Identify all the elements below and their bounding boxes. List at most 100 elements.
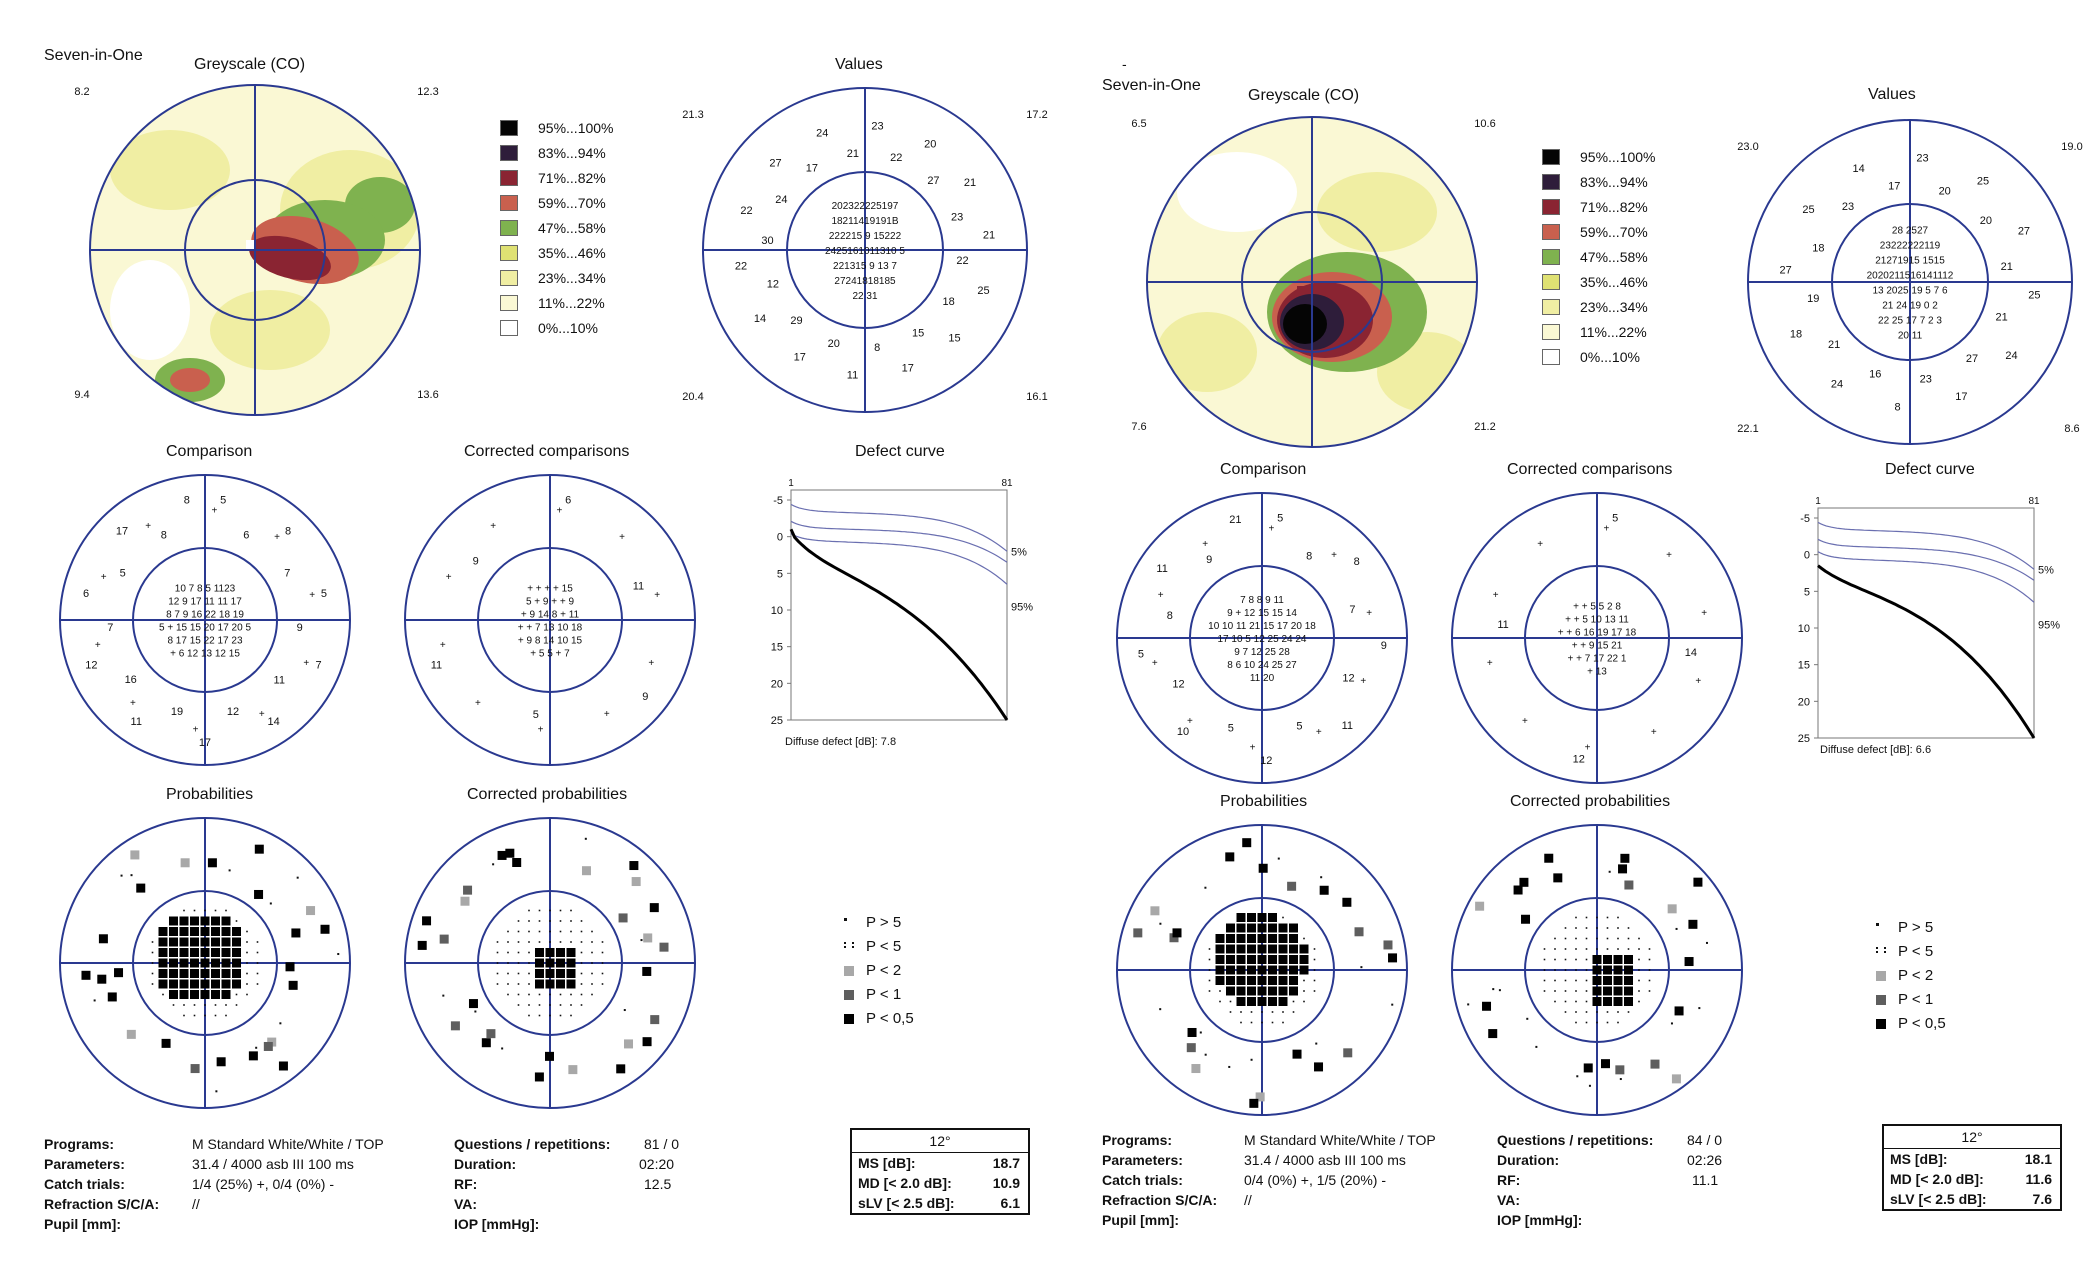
prob-mark-p5 xyxy=(591,962,593,964)
prob-mark-p5 xyxy=(538,930,541,933)
value-row: 13 2025 19 5 7 6 xyxy=(1872,286,1948,297)
iop-label: IOP [mmHg]: xyxy=(1497,1212,1583,1228)
prob-mark-p5 xyxy=(591,993,593,996)
comparison-point: 12 xyxy=(1573,754,1585,766)
prob-mark-p5 xyxy=(496,972,499,975)
prob-mark-p1 xyxy=(650,1015,660,1025)
legend-label: 59%...70% xyxy=(1580,224,1648,240)
prob-mark-p5 xyxy=(580,941,583,943)
prob-mark-p05 xyxy=(1289,955,1298,964)
prob-mark-p05 xyxy=(1257,955,1267,964)
comparison-row: 7 8 8 9 11 xyxy=(1240,595,1284,606)
prob-mark-p05 xyxy=(556,958,565,968)
prob-mark-p5 xyxy=(1554,979,1556,982)
prob-mark-p05 xyxy=(190,979,199,989)
ms-value: 18.1 xyxy=(2024,1151,2052,1167)
prob-mark-p2 xyxy=(624,1039,634,1049)
greyscale-region xyxy=(110,130,230,210)
prob-mark-p05 xyxy=(1247,976,1256,985)
prob-mark-p5 xyxy=(225,1014,227,1017)
plus-mark: + xyxy=(475,698,481,709)
value-point: 20 xyxy=(924,138,936,150)
prob-mark-p05 xyxy=(200,979,210,989)
comparison-row: + + 5 10 13 11 xyxy=(1565,615,1629,626)
prob-mark-p05 xyxy=(1278,976,1288,985)
prob-mark-p1 xyxy=(263,1041,273,1051)
value-row: 2020211516141112 xyxy=(1867,271,1954,282)
y-tick-label: 20 xyxy=(1798,696,1810,708)
prob-mark-p05 xyxy=(200,969,210,978)
plus-mark: + xyxy=(1701,608,1707,619)
prob-mark-p05 xyxy=(190,927,199,936)
prob-mark-p5 xyxy=(1617,927,1619,929)
prob-mark-p5 xyxy=(1596,916,1598,919)
rf-value: 11.1 xyxy=(1692,1172,1719,1188)
test-parameters: Programs: M Standard White/White / TOP Que… xyxy=(1102,1130,1802,1230)
prob-mark-p5 xyxy=(517,972,520,975)
prob-mark-p5 xyxy=(1698,1007,1701,1010)
prob-mark-p5 xyxy=(580,930,583,933)
plus-mark: + xyxy=(193,725,199,736)
y-tick-label: 10 xyxy=(1798,623,1810,635)
prob-mark-p5 xyxy=(1606,937,1609,940)
prob-mark-p5 xyxy=(1313,990,1316,992)
prob-mark-p5 xyxy=(1638,990,1640,992)
greyscale-region xyxy=(210,290,330,370)
prob-mark-p05 xyxy=(1600,1059,1610,1069)
prob-mark-p05 xyxy=(179,958,189,968)
prob-mark-p05 xyxy=(1278,997,1288,1006)
prob-mark-p5 xyxy=(584,837,587,840)
value-point: 23 xyxy=(951,212,963,224)
prob-mark-p05 xyxy=(1247,923,1256,933)
prob-mark-p5 xyxy=(151,951,154,954)
prob-mark-p05 xyxy=(179,990,189,999)
prob-mark-p5 xyxy=(1303,1000,1305,1003)
prob-mark-p05 xyxy=(200,990,210,999)
value-point: 21 xyxy=(2001,261,2013,273)
value-point: 17 xyxy=(1888,180,1900,192)
probability-legend-label: P < 1 xyxy=(866,986,902,1003)
prob-mark-p05 xyxy=(512,857,522,867)
prob-mark-p5 xyxy=(151,962,154,964)
prob-mark-p05 xyxy=(1268,944,1277,954)
prob-mark-p05 xyxy=(1613,965,1623,975)
prob-mark-p5 xyxy=(559,993,562,996)
prob-mark-p5 xyxy=(1535,1045,1538,1048)
plus-mark: + xyxy=(440,640,446,651)
prob-mark-p5 xyxy=(1261,1021,1263,1024)
prob-mark-p5 xyxy=(1271,1021,1274,1024)
prob-mark-p05 xyxy=(179,948,189,957)
diffuse-defect-label: Diffuse defect [dB]: 6.6 xyxy=(1820,744,1932,756)
prob-mark-p5 xyxy=(517,983,520,985)
prob-mark-p05 xyxy=(1319,885,1329,895)
legend-swatch xyxy=(500,170,518,186)
prob-mark-p5 xyxy=(1543,979,1546,982)
value-point: 21 xyxy=(1996,312,2008,324)
prob-mark-p5 xyxy=(528,993,530,996)
prob-mark-p2 xyxy=(460,896,470,906)
prob-mark-p05 xyxy=(535,948,544,957)
plus-mark: + xyxy=(1366,608,1372,619)
prob-mark-p05 xyxy=(566,948,576,957)
prob-mark-p05 xyxy=(1613,955,1623,964)
value-point: 17 xyxy=(806,163,818,175)
prob-mark-p2 xyxy=(1191,1064,1201,1074)
prob-mark-p05 xyxy=(1247,986,1256,996)
prob-mark-p5 xyxy=(172,1004,175,1006)
values-title: Values xyxy=(835,56,883,73)
plus-mark: + xyxy=(1522,716,1528,727)
prob-mark-p5 xyxy=(1250,1058,1253,1061)
prob-mark-p05 xyxy=(169,916,178,926)
prob-mark-p05 xyxy=(1592,955,1602,964)
value-point: 27 xyxy=(927,175,939,187)
prob-mark-p1 xyxy=(1383,940,1393,950)
legend-swatch xyxy=(500,245,518,261)
prob-mark-p2 xyxy=(1667,904,1677,914)
comparison-point: 9 xyxy=(1381,640,1387,652)
prob-mark-p05 xyxy=(1521,914,1531,924)
prob-mark-p5 xyxy=(256,962,259,964)
prob-mark-p5 xyxy=(1596,937,1598,940)
prob-mark-p05 xyxy=(1187,1027,1197,1037)
prob-mark-p05 xyxy=(1624,986,1633,996)
prob-mark-p5 xyxy=(1564,948,1567,950)
